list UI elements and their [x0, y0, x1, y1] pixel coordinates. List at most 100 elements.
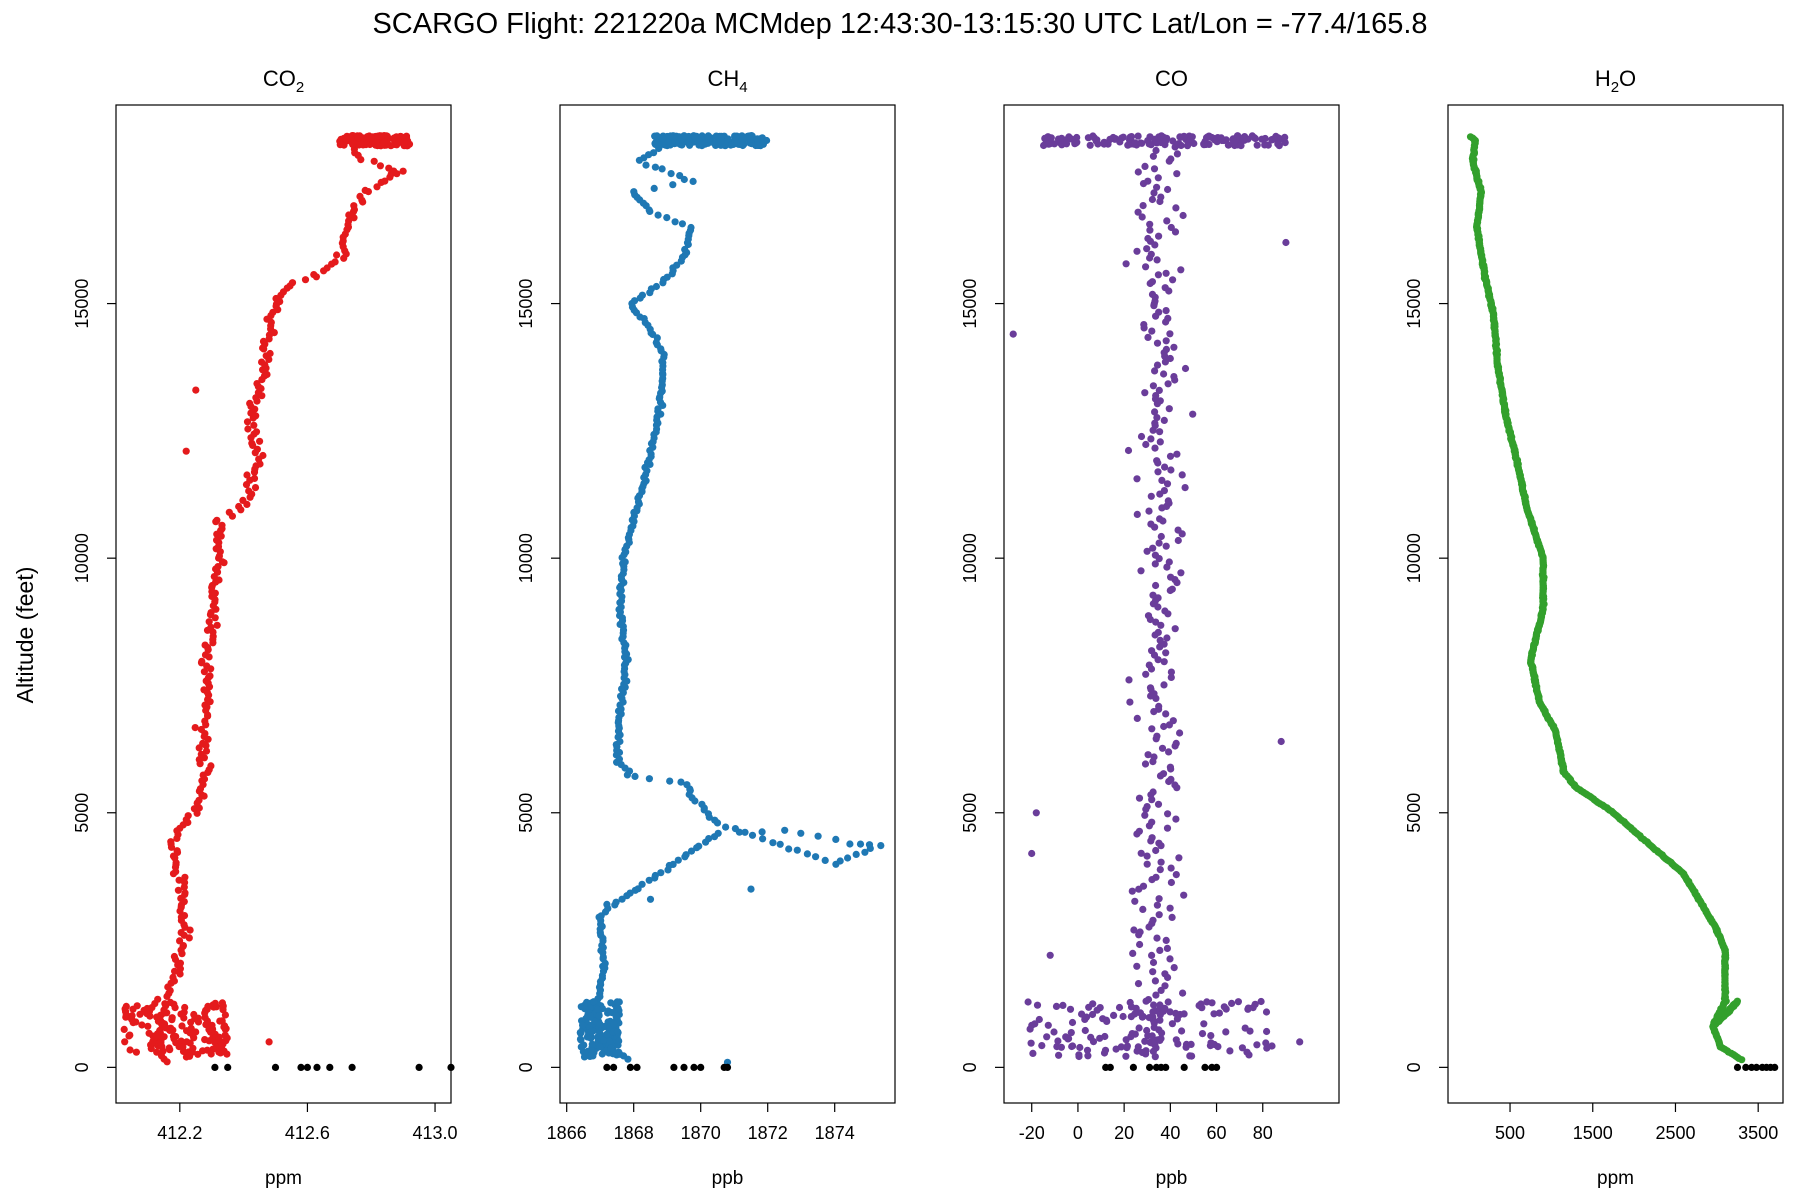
data-point: [1167, 573, 1175, 581]
data-point: [1146, 684, 1155, 692]
ground-point: [415, 1063, 423, 1071]
data-point: [259, 451, 267, 460]
data-point: [184, 812, 192, 820]
data-point: [590, 998, 598, 1006]
data-point: [1162, 337, 1170, 345]
data-point: [213, 621, 221, 629]
data-point: [1214, 1043, 1222, 1051]
data-point: [1153, 732, 1161, 740]
data-point: [1158, 744, 1167, 752]
data-point: [741, 828, 749, 836]
data-point: [1177, 266, 1185, 274]
data-point: [1155, 839, 1163, 847]
data-point: [207, 762, 215, 770]
data-point: [205, 1037, 213, 1045]
data-point: [1245, 1051, 1253, 1059]
data-point: [759, 835, 767, 843]
data-point: [1099, 1015, 1107, 1023]
data-point: [832, 835, 840, 844]
data-point: [1089, 1038, 1098, 1046]
data-point: [218, 1017, 226, 1025]
ground-point: [680, 1063, 688, 1071]
data-point: [136, 1010, 144, 1018]
data-point: [803, 850, 812, 858]
data-point: [1167, 155, 1175, 163]
data-point: [1177, 141, 1185, 150]
data-point: [1167, 864, 1175, 872]
y-tick-label: 10000: [1404, 533, 1424, 583]
data-point: [1068, 1018, 1077, 1027]
data-point: [680, 132, 688, 140]
data-point: [1162, 345, 1170, 353]
data-point: [194, 1050, 202, 1058]
data-point: [1188, 133, 1196, 141]
ground-point: [1162, 1063, 1170, 1071]
data-point: [152, 1032, 160, 1041]
data-point: [1156, 515, 1164, 523]
x-tick-label: 1872: [748, 1123, 788, 1143]
data-point: [1169, 276, 1177, 284]
data-point: [1165, 405, 1173, 413]
data-point: [144, 1022, 152, 1030]
data-point: [1127, 133, 1135, 141]
data-point: [1133, 475, 1141, 483]
data-point: [1173, 150, 1181, 158]
data-point: [1148, 290, 1157, 298]
data-point: [1187, 1040, 1195, 1048]
data-point: [1027, 1039, 1035, 1047]
data-point: [587, 1028, 596, 1036]
data-point: [197, 725, 205, 734]
data-point: [577, 1043, 585, 1051]
data-point: [1179, 211, 1187, 220]
data-point: [1173, 450, 1181, 458]
data-point: [1222, 1028, 1230, 1036]
data-point: [161, 1020, 169, 1028]
data-point: [681, 245, 689, 254]
data-point: [748, 831, 757, 839]
data-point: [345, 217, 353, 225]
data-point: [603, 900, 611, 909]
data-point: [696, 140, 704, 149]
data-point: [674, 856, 682, 864]
data-point: [1296, 1038, 1304, 1046]
data-point: [1144, 234, 1152, 243]
data-point: [225, 508, 233, 516]
data-point: [356, 192, 364, 200]
data-point: [1153, 414, 1161, 422]
data-point: [1175, 854, 1183, 862]
data-point: [1152, 846, 1160, 855]
data-point: [1134, 132, 1142, 140]
data-point: [579, 1021, 587, 1029]
y-tick-label: 15000: [960, 279, 980, 329]
data-point: [1148, 327, 1156, 335]
data-point: [1143, 245, 1151, 253]
data-point: [676, 172, 684, 180]
data-point: [356, 140, 365, 148]
data-point: [183, 1038, 191, 1046]
ground-point: [690, 1063, 698, 1071]
data-point: [148, 1004, 156, 1012]
data-point: [189, 1044, 197, 1052]
data-point: [603, 1030, 611, 1038]
data-point: [1174, 536, 1182, 545]
data-point: [1153, 934, 1161, 942]
data-point: [331, 258, 339, 266]
data-point: [1129, 949, 1137, 958]
data-point: [1143, 803, 1151, 811]
y-tick-label: 5000: [960, 793, 980, 833]
data-point: [1149, 591, 1157, 599]
data-point: [638, 291, 647, 299]
data-point: [1155, 386, 1163, 394]
data-point: [200, 686, 208, 694]
data-point: [686, 141, 694, 149]
data-point: [1136, 940, 1144, 949]
data-point: [167, 838, 175, 846]
data-point: [181, 1003, 189, 1012]
data-point: [1176, 133, 1184, 141]
data-point: [202, 747, 211, 755]
data-point: [1178, 1027, 1186, 1035]
data-point: [1167, 668, 1175, 676]
data-point: [587, 1046, 595, 1054]
data-point: [221, 1011, 229, 1019]
